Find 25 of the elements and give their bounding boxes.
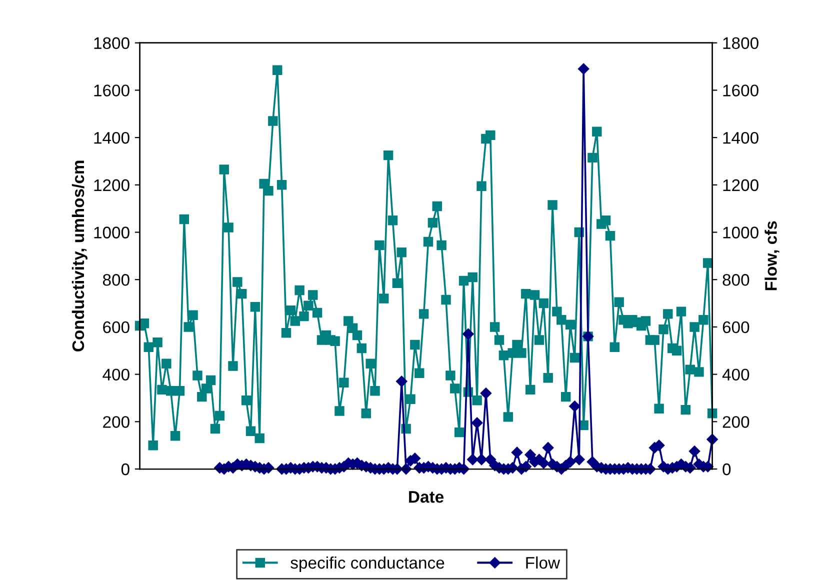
x-axis-title: Date (409, 491, 444, 503)
y2-tick-label: 400 (722, 368, 750, 381)
y-tick-label: 0 (121, 463, 130, 476)
y2-axis-title: Flow, cfs (764, 221, 780, 290)
y-tick-label: 1400 (94, 132, 130, 144)
y2-tick-label: 1400 (723, 132, 758, 144)
y-axis-title: Conductivity, umhos/cm (72, 160, 88, 352)
y2-tick-label: 1800 (723, 37, 758, 50)
y-tick-label: 1200 (94, 179, 130, 192)
y-tick-label: 200 (103, 416, 130, 428)
y-tick-label: 1800 (94, 37, 130, 50)
y2-tick-label: 1200 (723, 179, 758, 192)
y-tick-label: 1600 (94, 84, 130, 96)
y2-tick-label: 0 (722, 463, 731, 476)
legend-label: Flow (526, 556, 560, 569)
legend-label: specific conductance (290, 556, 444, 572)
y-tick-label: 1000 (94, 226, 130, 238)
y-tick-label: 400 (102, 368, 130, 381)
y-tick-label: 600 (103, 321, 130, 334)
y-tick-label: 800 (102, 274, 130, 286)
y2-tick-label: 1000 (723, 226, 758, 238)
y2-tick-label: 800 (722, 274, 750, 286)
y2-tick-label: 200 (722, 416, 750, 428)
y2-tick-label: 600 (722, 321, 750, 334)
y2-tick-label: 1600 (723, 84, 758, 96)
